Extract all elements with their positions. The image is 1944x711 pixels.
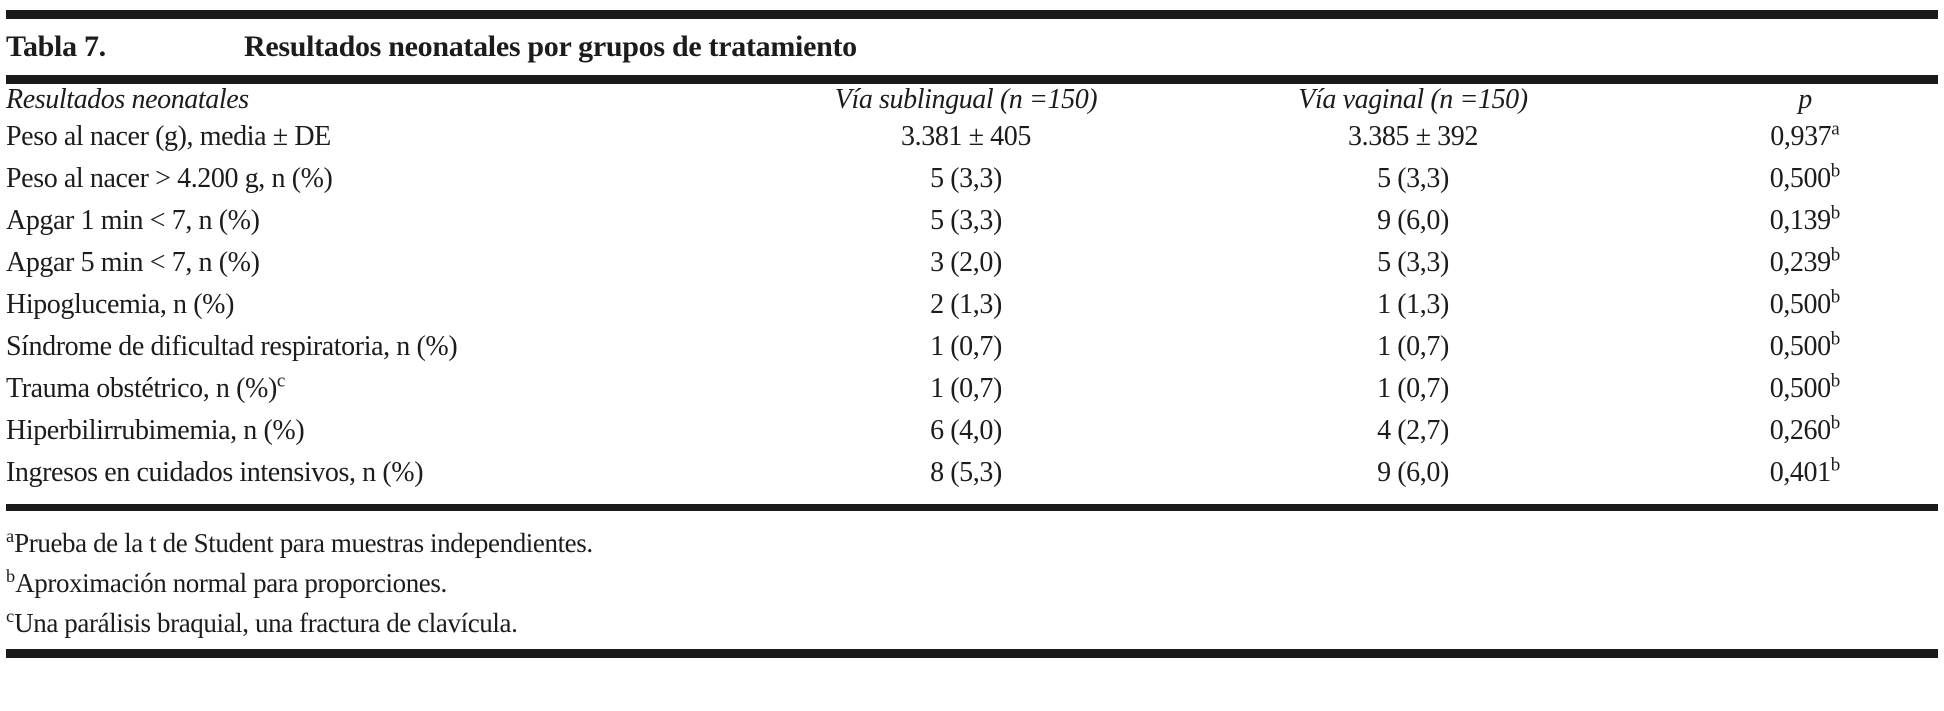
header-top-rule [6, 75, 1938, 84]
vaginal-cell: 1 (0,7) [1377, 373, 1449, 404]
table-row: Síndrome de dificultad respiratoria, n (… [6, 326, 1938, 368]
p-footnote-marker: b [1830, 286, 1841, 308]
p-value-cell: 0,401b [1672, 452, 1938, 494]
column-header-outcome: Resultados neonatales [6, 84, 249, 115]
table-row: Trauma obstétrico, n (%)c 1 (0,7) 1 (0,7… [6, 368, 1938, 410]
outcome-footnote-marker: c [276, 370, 286, 392]
table-footnotes: aPrueba de la t de Student para muestras… [6, 511, 1938, 643]
outcome-cell: Apgar 1 min < 7, n (%) [6, 200, 778, 242]
table-header: Resultados neonatales Vía sublingual (n … [6, 84, 1938, 116]
outcome-cell: Peso al nacer > 4.200 g, n (%) [6, 158, 778, 200]
p-value-text: 0,500 [1769, 331, 1831, 362]
outcome-text: Peso al nacer > 4.200 g, n (%) [6, 163, 333, 194]
column-header-vaginal: Vía vaginal (n =150) [1298, 84, 1528, 115]
footnote-marker: c [6, 606, 15, 626]
sublingual-cell: 1 (0,7) [930, 331, 1002, 362]
vaginal-cell: 4 (2,7) [1377, 415, 1449, 446]
neonatal-outcomes-table: Resultados neonatales Vía sublingual (n … [6, 84, 1938, 494]
vaginal-cell: 9 (6,0) [1377, 205, 1449, 236]
p-value-cell: 0,260b [1672, 410, 1938, 452]
vaginal-cell: 1 (1,3) [1377, 289, 1449, 320]
p-value-cell: 0,500b [1672, 368, 1938, 410]
p-footnote-marker: b [1830, 244, 1841, 266]
column-header-sublingual: Vía sublingual (n =150) [834, 84, 1098, 115]
footnote-text: Prueba de la t de Student para muestras … [14, 528, 593, 558]
p-value-cell: 0,500b [1672, 284, 1938, 326]
table-number-label: Tabla 7. [6, 30, 106, 63]
outcome-cell: Ingresos en cuidados intensivos, n (%) [6, 452, 778, 494]
top-rule [6, 10, 1938, 19]
header-row: Resultados neonatales Vía sublingual (n … [6, 84, 1938, 116]
outcome-cell: Hipoglucemia, n (%) [6, 284, 778, 326]
p-value-text: 0,937 [1770, 121, 1832, 152]
sublingual-cell: 5 (3,3) [930, 163, 1002, 194]
p-value-cell: 0,937a [1672, 116, 1938, 158]
table-row: Peso al nacer > 4.200 g, n (%) 5 (3,3) 5… [6, 158, 1938, 200]
p-footnote-marker: b [1830, 160, 1841, 182]
sublingual-cell: 3 (2,0) [930, 247, 1002, 278]
footnote-marker: b [6, 566, 16, 586]
outcome-cell: Peso al nacer (g), media ± DE [6, 116, 778, 158]
p-value-text: 0,500 [1769, 373, 1831, 404]
outcome-text: Apgar 1 min < 7, n (%) [6, 205, 260, 236]
p-footnote-marker: a [1831, 118, 1840, 140]
outcome-text: Ingresos en cuidados intensivos, n (%) [6, 457, 424, 488]
vaginal-cell: 3.385 ± 392 [1348, 121, 1478, 152]
table-row: Hiperbilirrubimemia, n (%) 6 (4,0) 4 (2,… [6, 410, 1938, 452]
bottom-rule [6, 649, 1938, 658]
table-body: Peso al nacer (g), media ± DE 3.381 ± 40… [6, 116, 1938, 494]
table-row: Ingresos en cuidados intensivos, n (%) 8… [6, 452, 1938, 494]
outcome-cell: Trauma obstétrico, n (%)c [6, 368, 778, 410]
vaginal-cell: 5 (3,3) [1377, 163, 1449, 194]
footnote-text: Una parálisis braquial, una fractura de … [14, 608, 518, 638]
p-footnote-marker: b [1830, 454, 1841, 476]
table-caption: Tabla 7. Resultados neonatales por grupo… [6, 19, 1938, 75]
outcome-text: Peso al nacer (g), media ± DE [6, 121, 331, 152]
sublingual-cell: 3.381 ± 405 [901, 121, 1031, 152]
footnote-b: bAproximación normal para proporciones. [6, 563, 1938, 603]
vaginal-cell: 1 (0,7) [1377, 331, 1449, 362]
table-title: Resultados neonatales por grupos de trat… [244, 30, 857, 63]
sublingual-cell: 5 (3,3) [930, 205, 1002, 236]
p-value-text: 0,239 [1769, 247, 1831, 278]
p-footnote-marker: b [1830, 202, 1841, 224]
vaginal-cell: 5 (3,3) [1377, 247, 1449, 278]
sublingual-cell: 6 (4,0) [930, 415, 1002, 446]
p-footnote-marker: b [1830, 370, 1841, 392]
p-value-text: 0,139 [1769, 205, 1831, 236]
table-row: Hipoglucemia, n (%) 2 (1,3) 1 (1,3) 0,50… [6, 284, 1938, 326]
p-footnote-marker: b [1830, 412, 1841, 434]
outcome-text: Hiperbilirrubimemia, n (%) [6, 415, 305, 446]
p-value-text: 0,401 [1769, 457, 1831, 488]
p-value-cell: 0,139b [1672, 200, 1938, 242]
p-value-cell: 0,500b [1672, 326, 1938, 368]
p-value-text: 0,500 [1769, 163, 1831, 194]
p-value-cell: 0,239b [1672, 242, 1938, 284]
footnote-c: cUna parálisis braquial, una fractura de… [6, 603, 1938, 643]
outcome-text: Apgar 5 min < 7, n (%) [6, 247, 260, 278]
p-footnote-marker: b [1830, 328, 1841, 350]
p-value-text: 0,260 [1769, 415, 1831, 446]
vaginal-cell: 9 (6,0) [1377, 457, 1449, 488]
table-row: Peso al nacer (g), media ± DE 3.381 ± 40… [6, 116, 1938, 158]
sublingual-cell: 2 (1,3) [930, 289, 1002, 320]
column-header-p: p [1798, 84, 1812, 115]
outcome-text: Trauma obstétrico, n (%) [6, 373, 277, 404]
p-value-cell: 0,500b [1672, 158, 1938, 200]
footnote-marker: a [6, 526, 15, 546]
footer-top-rule [6, 504, 1938, 511]
outcome-cell: Síndrome de dificultad respiratoria, n (… [6, 326, 778, 368]
footnote-text: Aproximación normal para proporciones. [15, 568, 447, 598]
table-row: Apgar 5 min < 7, n (%) 3 (2,0) 5 (3,3) 0… [6, 242, 1938, 284]
sublingual-cell: 1 (0,7) [930, 373, 1002, 404]
outcome-cell: Hiperbilirrubimemia, n (%) [6, 410, 778, 452]
sublingual-cell: 8 (5,3) [930, 457, 1002, 488]
footnote-a: aPrueba de la t de Student para muestras… [6, 523, 1938, 563]
outcome-text: Síndrome de dificultad respiratoria, n (… [6, 331, 458, 362]
table-row: Apgar 1 min < 7, n (%) 5 (3,3) 9 (6,0) 0… [6, 200, 1938, 242]
p-value-text: 0,500 [1769, 289, 1831, 320]
outcome-text: Hipoglucemia, n (%) [6, 289, 234, 320]
outcome-cell: Apgar 5 min < 7, n (%) [6, 242, 778, 284]
